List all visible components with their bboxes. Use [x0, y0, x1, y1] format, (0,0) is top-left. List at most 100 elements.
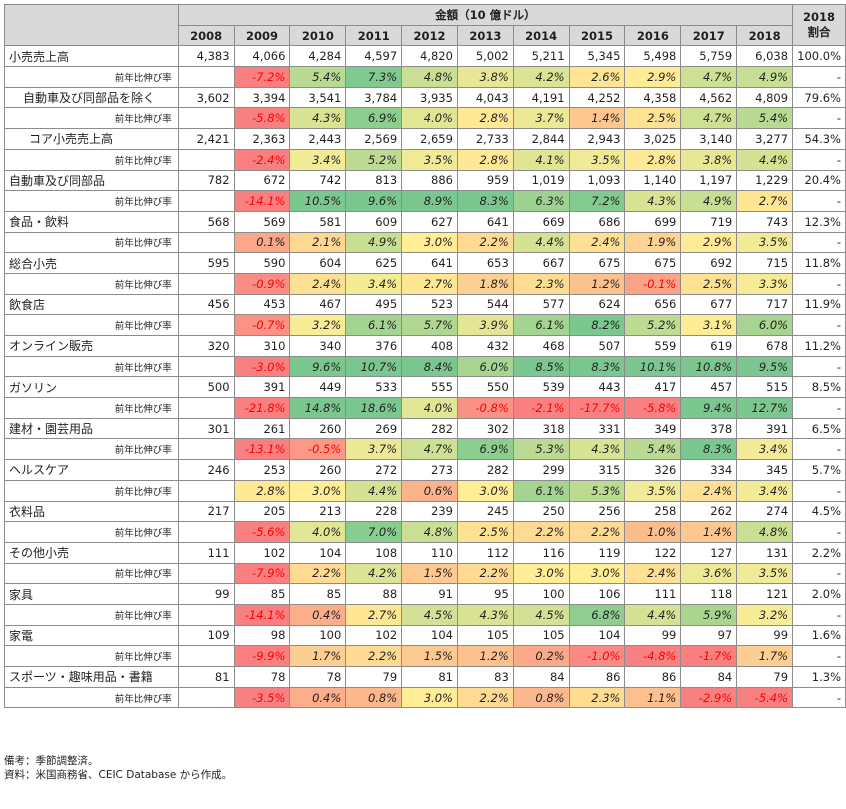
growth-cell: 4.4% — [624, 603, 682, 626]
growth-cell: 3.2% — [736, 603, 794, 626]
growth-cell: 3.0% — [401, 686, 458, 709]
table-row: オンライン販売 320 310 340 376 408 432 468 507 559 619 678… — [4, 335, 846, 357]
amount-cell: 95 — [456, 583, 514, 605]
growth-label: 前年比伸び率 — [4, 66, 179, 88]
amount-cell: 2,659 — [401, 128, 458, 150]
growth-cell: 6.1% — [345, 314, 403, 336]
amount-cell: 331 — [568, 417, 626, 440]
growth-cell: 3.6% — [680, 562, 738, 585]
growth-cell: 4.5% — [512, 603, 570, 626]
amount-cell: 85 — [289, 583, 347, 605]
amount-cell: 468 — [512, 335, 570, 357]
category-label: 総合小売 — [4, 252, 179, 274]
amount-cell: 507 — [568, 335, 626, 357]
amount-cell: 97 — [680, 624, 738, 647]
amount-cell: 99 — [177, 583, 235, 605]
amount-cell: 217 — [177, 500, 235, 523]
amount-cell: 4,820 — [401, 45, 458, 68]
growth-cell: 9.4% — [680, 397, 738, 419]
amount-header: 金額（10 億ドル） — [177, 4, 794, 26]
amount-cell: 102 — [345, 624, 403, 647]
category-label: 建材・園芸用品 — [4, 417, 179, 440]
amount-cell: 1,140 — [624, 169, 682, 192]
growth-cell: 9.6% — [345, 190, 403, 212]
growth-row: 前年比伸び率 -21.8% 14.8% 18.6% 4.0% -0.8% -2.1% -17.… — [4, 397, 846, 419]
amount-cell: 625 — [345, 252, 403, 274]
growth-cell: 7.3% — [345, 66, 403, 88]
amount-cell: 886 — [401, 169, 458, 192]
amount-cell: 109 — [177, 624, 235, 647]
growth-share-cell: - — [792, 355, 846, 378]
growth-cell: -7.9% — [233, 562, 291, 585]
amount-cell: 568 — [177, 210, 235, 233]
growth-cell: 8.3% — [456, 190, 514, 212]
growth-cell: 2.3% — [568, 686, 626, 709]
share-cell: 11.2% — [792, 335, 846, 357]
amount-cell: 320 — [177, 335, 235, 357]
growth-cell: 10.5% — [289, 190, 347, 212]
table-container: 金額（10 億ドル） 2018 割合 2008 2009 2010 2011 2012 2… — [4, 3, 846, 709]
growth-cell: 2.2% — [456, 686, 514, 709]
table-row: ガソリン 500 391 449 533 555 550 539 443 417 457 515 8.5… — [4, 376, 846, 399]
growth-cell: 4.8% — [401, 66, 458, 88]
amount-cell: 262 — [680, 500, 738, 523]
growth-cell: 2.2% — [456, 231, 514, 254]
table-row: 家具 99 85 85 88 91 95 100 106 111 118 121 2.0% — [4, 583, 846, 605]
amount-cell: 595 — [177, 252, 235, 274]
category-label: 自動車及び同部品を除く — [4, 86, 179, 109]
growth-cell: 0.4% — [289, 686, 347, 709]
growth-cell: 3.0% — [456, 479, 514, 502]
table-row: 建材・園芸用品 301 261 260 269 282 302 318 331 349 378 391… — [4, 417, 846, 440]
amount-cell: 677 — [680, 293, 738, 316]
growth-cell: 4.9% — [345, 231, 403, 254]
growth-cell: 3.5% — [736, 562, 794, 585]
amount-cell: 121 — [736, 583, 794, 605]
growth-share-cell: - — [792, 562, 846, 585]
growth-row: 前年比伸び率 -14.1% 0.4% 2.7% 4.5% 4.3% 4.5% 6.8% 4.4%… — [4, 603, 846, 626]
amount-cell: 2,569 — [345, 128, 403, 150]
growth-cell: 2.2% — [289, 562, 347, 585]
growth-cell: 1.8% — [456, 272, 514, 295]
amount-cell: 213 — [289, 500, 347, 523]
amount-cell: 2,844 — [512, 128, 570, 150]
growth-row: 前年比伸び率 0.1% 2.1% 4.9% 3.0% 2.2% 4.4% 2.4% 1.9% 2.… — [4, 231, 846, 254]
amount-cell: 119 — [568, 541, 626, 564]
growth-cell: -14.1% — [233, 603, 291, 626]
amount-cell: 3,025 — [624, 128, 682, 150]
amount-cell: 315 — [568, 459, 626, 481]
amount-cell: 326 — [624, 459, 682, 481]
growth-cell: 0.2% — [512, 645, 570, 667]
amount-cell: 110 — [401, 541, 458, 564]
amount-cell: 112 — [456, 541, 514, 564]
retail-sales-table: 金額（10 億ドル） 2018 割合 2008 2009 2010 2011 2012 2… — [4, 3, 846, 709]
amount-cell: 269 — [345, 417, 403, 440]
amount-cell: 692 — [680, 252, 738, 274]
growth-label: 前年比伸び率 — [4, 231, 179, 254]
growth-label: 前年比伸び率 — [4, 562, 179, 585]
amount-cell: 118 — [680, 583, 738, 605]
growth-cell: -7.2% — [233, 66, 291, 88]
growth-label: 前年比伸び率 — [4, 272, 179, 295]
growth-cell: 3.8% — [680, 148, 738, 171]
note-remarks: 備考：季節調整済。 — [4, 755, 99, 767]
amount-cell: 127 — [680, 541, 738, 564]
amount-cell: 675 — [624, 252, 682, 274]
growth-cell: 1.4% — [568, 107, 626, 130]
share-cell: 6.5% — [792, 417, 846, 440]
category-label: 衣料品 — [4, 500, 179, 523]
share-cell: 11.9% — [792, 293, 846, 316]
amount-cell: 523 — [401, 293, 458, 316]
amount-cell: 443 — [568, 376, 626, 399]
growth-empty-cell — [177, 66, 235, 88]
amount-cell: 3,394 — [233, 86, 291, 109]
amount-cell: 318 — [512, 417, 570, 440]
growth-cell: 1.2% — [568, 272, 626, 295]
growth-share-cell: - — [792, 190, 846, 212]
growth-cell: 4.1% — [512, 148, 570, 171]
amount-cell: 104 — [568, 624, 626, 647]
year-header: 2011 — [345, 24, 403, 47]
amount-cell: 609 — [345, 210, 403, 233]
amount-cell: 4,252 — [568, 86, 626, 109]
amount-cell: 246 — [177, 459, 235, 481]
amount-cell: 258 — [624, 500, 682, 523]
